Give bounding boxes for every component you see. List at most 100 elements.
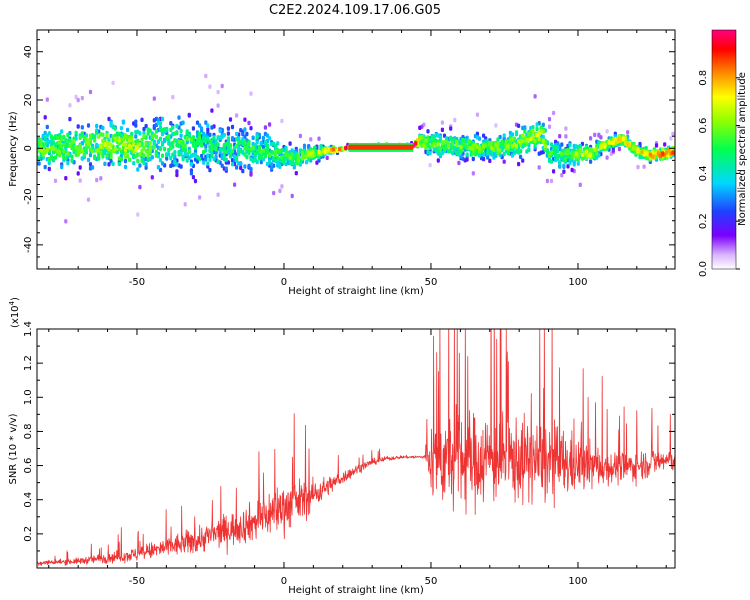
heatmap-cell-2335	[105, 145, 109, 150]
heatmap-cell-2174	[121, 137, 125, 142]
heatmap-cell-19	[78, 178, 82, 183]
heatmap-cell-1413	[70, 158, 74, 163]
heatmap-cell-1209	[263, 140, 267, 145]
heatmap-cell-1657	[290, 161, 294, 166]
heatmap-cell-2146	[58, 140, 62, 145]
heatmap-cell-2207	[432, 142, 436, 147]
heatmap-cell-726	[218, 128, 222, 133]
heatmap-cell-1597	[554, 145, 558, 150]
spectrogram-panel: -50 0 50 100 -40 -20 0 20 40 Height of straight …	[8, 29, 748, 297]
heatmap-cell-103	[43, 115, 47, 120]
heatmap-cell-2165	[300, 150, 305, 156]
heatmap-cell-1795	[62, 155, 66, 160]
heatmap-cell-1135	[158, 158, 163, 163]
heatmap-cell-1844	[459, 149, 463, 154]
heatmap-cell-2005	[101, 132, 105, 137]
heatmap-cell-2220	[510, 136, 514, 142]
heatmap-cell-1320	[527, 147, 531, 153]
heatmap-cell-26	[549, 178, 554, 184]
heatmap-cell-1154	[169, 155, 173, 161]
heatmap-cell-25	[636, 164, 640, 170]
heatmap-cell-1850	[43, 142, 47, 147]
heatmap-cell-1217	[185, 158, 189, 163]
heatmap-cell-1650	[228, 152, 233, 157]
heatmap-cell-882	[268, 136, 272, 141]
heatmap-cell-1520	[95, 130, 99, 135]
heatmap-cell-129	[107, 116, 111, 122]
heatmap-cell-1896	[247, 141, 251, 146]
colorbar-ticks: 0.0 0.2 0.4 0.6 0.8	[698, 70, 740, 277]
heatmap-cell-1279	[152, 141, 156, 146]
heatmap-cell-364	[193, 149, 198, 154]
heatmap-cell-1961	[93, 138, 97, 143]
heatmap-cell-51	[471, 171, 475, 176]
snr-x-tick-label-0: -50	[129, 576, 145, 587]
heatmap-cell-1938	[169, 145, 173, 151]
heatmap-cell-1735	[160, 127, 165, 133]
heatmap-cell-1246	[549, 142, 554, 147]
heatmap-cell-1102	[438, 134, 442, 140]
heatmap-cell-192	[179, 164, 183, 169]
heatmap-cell-1922	[128, 157, 132, 162]
heatmap-cell-2315	[543, 143, 547, 149]
heatmap-cell-350	[259, 159, 263, 165]
heatmap-cell-1286	[432, 147, 436, 152]
heatmap-cell-1605	[265, 144, 270, 149]
heatmap-cell-2305	[521, 138, 525, 144]
heatmap-cell-1023	[268, 159, 272, 164]
heatmap-cell-2319	[506, 144, 510, 149]
heatmap-cell-273	[210, 125, 214, 130]
snr-x-axis-label: Height of straight line (km)	[288, 585, 424, 596]
heatmap-cell-695	[95, 123, 99, 129]
heatmap-cell-2358	[537, 136, 541, 142]
heatmap-cell-1035	[222, 132, 226, 138]
heatmap-cell-2182	[146, 153, 150, 158]
heatmap-cell-215	[169, 163, 173, 168]
heatmap-cell-1777	[195, 140, 200, 145]
heatmap-cell-2152	[504, 139, 508, 144]
heatmap-cell-2447	[611, 140, 615, 145]
heatmap-cell-2267	[105, 133, 109, 138]
heatmap-cell-1926	[78, 135, 82, 140]
heatmap-cell-1608	[447, 149, 451, 154]
heatmap-cell-2465	[416, 138, 420, 143]
heatmap-cell-854	[576, 161, 580, 166]
heatmap-cell-1418	[226, 136, 230, 141]
heatmap-cell-630	[562, 163, 566, 168]
heatmap-cell-1683	[239, 148, 243, 154]
heatmap-cell-311	[165, 156, 169, 161]
heatmap-cell-1448	[455, 150, 459, 156]
heatmap-cell-2203	[123, 133, 128, 138]
heatmap-cell-9	[160, 183, 165, 188]
heatmap-cell-195	[471, 156, 475, 162]
heatmap-cell-1975	[142, 153, 146, 158]
heatmap-cell-1801	[136, 158, 140, 164]
heatmap-cell-2490	[331, 147, 335, 152]
heatmap-cell-1715	[222, 150, 226, 155]
heatmap-cell-49	[64, 219, 68, 224]
heatmap-cell-649	[86, 157, 91, 163]
heatmap-cell-193	[241, 168, 245, 174]
heatmap-cell-1199	[136, 129, 140, 134]
heatmap-cell-2224	[288, 155, 292, 160]
heatmap-cell-974	[66, 161, 70, 166]
snr-scale-factor-close: )	[10, 297, 21, 301]
heatmap-cell-1708	[97, 155, 101, 160]
heatmap-cell-537	[88, 153, 93, 158]
heatmap-cell-68	[290, 193, 294, 199]
heatmap-cell-71	[457, 160, 461, 166]
heatmap-cell-1489	[130, 131, 134, 137]
colorbar-tick-label-1: 0.2	[698, 213, 709, 229]
heatmap-cell-36	[278, 188, 282, 193]
heatmap-cell-155	[517, 123, 521, 128]
heatmap-cell-299	[45, 124, 49, 130]
heatmap-cell-2370	[99, 144, 103, 149]
heatmap-cell-120	[449, 126, 453, 131]
heatmap-cell-132	[175, 169, 179, 174]
heatmap-cell-1292	[43, 135, 47, 140]
heatmap-cell-1870	[47, 157, 51, 162]
heatmap-cell-2184	[140, 148, 144, 153]
snr-ticks: -50 0 50 100 0.2 0.4 0.6 0.8 1.0 1.2 1.4	[23, 321, 675, 587]
heatmap-cell-74	[617, 146, 621, 152]
heatmap-cell-1847	[243, 140, 247, 146]
